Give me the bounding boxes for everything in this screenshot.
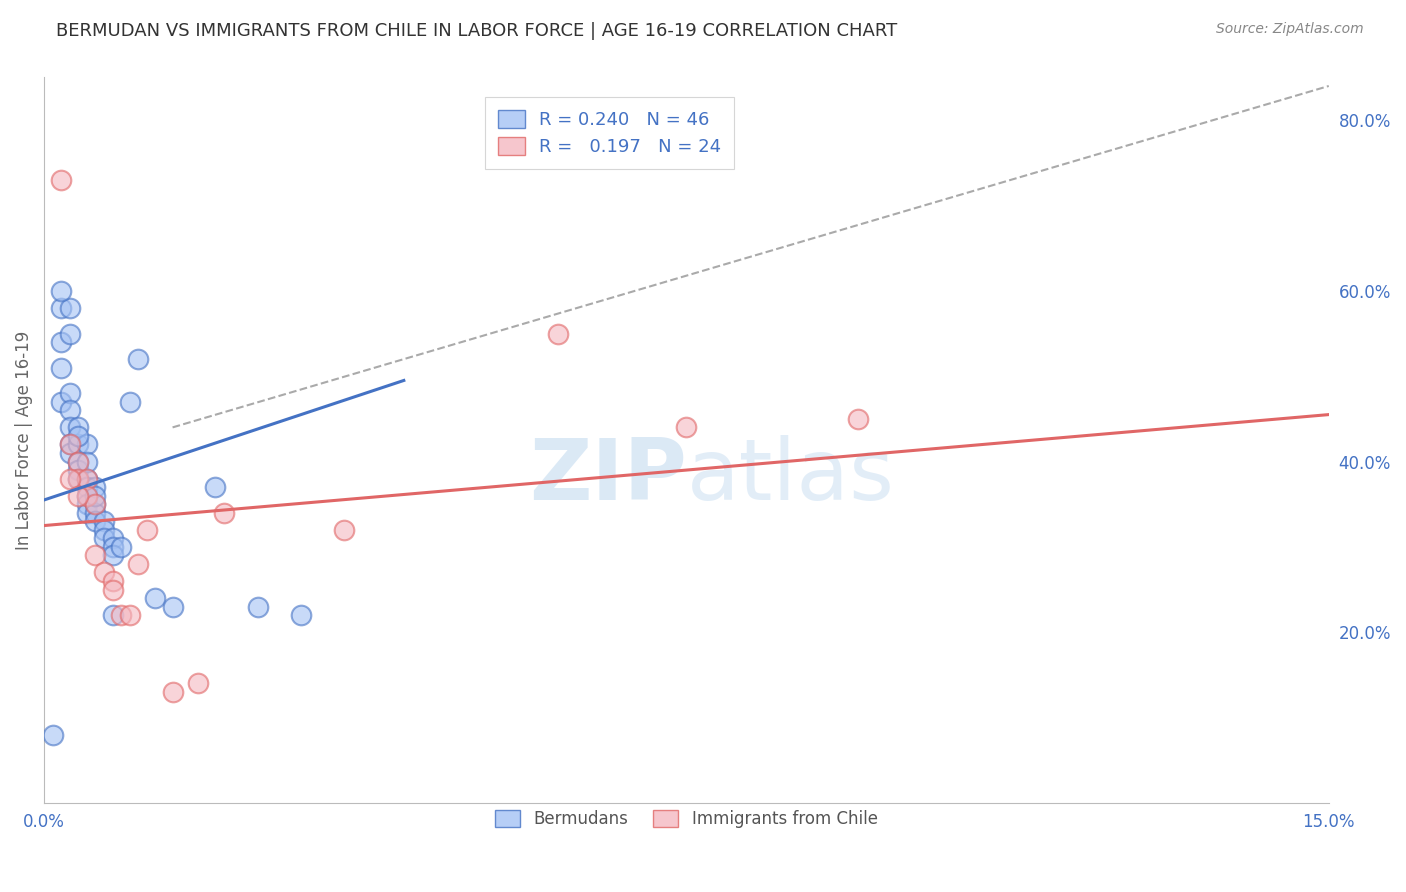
Point	[247, 599, 270, 614]
Point	[93, 532, 115, 546]
Point	[67, 472, 90, 486]
Point	[118, 394, 141, 409]
Point	[84, 549, 107, 563]
Text: BERMUDAN VS IMMIGRANTS FROM CHILE IN LABOR FORCE | AGE 16-19 CORRELATION CHART: BERMUDAN VS IMMIGRANTS FROM CHILE IN LAB…	[56, 22, 897, 40]
Point	[51, 284, 73, 298]
Point	[93, 566, 115, 580]
Point	[101, 582, 124, 597]
Point	[59, 326, 82, 341]
Point	[84, 514, 107, 528]
Point	[84, 497, 107, 511]
Point	[59, 420, 82, 434]
Point	[212, 506, 235, 520]
Point	[76, 489, 98, 503]
Point	[162, 685, 184, 699]
Point	[59, 386, 82, 401]
Point	[333, 523, 356, 537]
Point	[59, 437, 82, 451]
Point	[93, 523, 115, 537]
Point	[110, 540, 132, 554]
Point	[547, 326, 569, 341]
Point	[290, 608, 312, 623]
Point	[84, 497, 107, 511]
Point	[101, 540, 124, 554]
Point	[675, 420, 697, 434]
Legend: Bermudans, Immigrants from Chile: Bermudans, Immigrants from Chile	[488, 803, 884, 835]
Point	[51, 334, 73, 349]
Point	[76, 472, 98, 486]
Point	[51, 173, 73, 187]
Point	[59, 437, 82, 451]
Point	[84, 480, 107, 494]
Point	[118, 608, 141, 623]
Point	[76, 437, 98, 451]
Point	[101, 532, 124, 546]
Point	[67, 420, 90, 434]
Point	[76, 489, 98, 503]
Point	[67, 429, 90, 443]
Point	[67, 472, 90, 486]
Point	[59, 301, 82, 315]
Point	[101, 549, 124, 563]
Point	[51, 301, 73, 315]
Text: ZIP: ZIP	[529, 435, 686, 518]
Point	[76, 506, 98, 520]
Point	[59, 472, 82, 486]
Point	[67, 463, 90, 477]
Point	[76, 472, 98, 486]
Point	[110, 608, 132, 623]
Point	[59, 403, 82, 417]
Point	[204, 480, 226, 494]
Point	[67, 437, 90, 451]
Point	[76, 480, 98, 494]
Point	[145, 591, 167, 606]
Point	[76, 497, 98, 511]
Point	[101, 574, 124, 588]
Point	[41, 728, 63, 742]
Point	[187, 676, 209, 690]
Point	[846, 412, 869, 426]
Point	[127, 352, 149, 367]
Point	[127, 557, 149, 571]
Point	[59, 446, 82, 460]
Point	[101, 608, 124, 623]
Point	[51, 394, 73, 409]
Point	[135, 523, 157, 537]
Point	[84, 506, 107, 520]
Point	[76, 454, 98, 468]
Point	[67, 454, 90, 468]
Point	[51, 360, 73, 375]
Point	[162, 599, 184, 614]
Point	[67, 489, 90, 503]
Point	[93, 514, 115, 528]
Y-axis label: In Labor Force | Age 16-19: In Labor Force | Age 16-19	[15, 331, 32, 549]
Text: atlas: atlas	[686, 435, 894, 518]
Text: Source: ZipAtlas.com: Source: ZipAtlas.com	[1216, 22, 1364, 37]
Point	[67, 454, 90, 468]
Point	[84, 489, 107, 503]
